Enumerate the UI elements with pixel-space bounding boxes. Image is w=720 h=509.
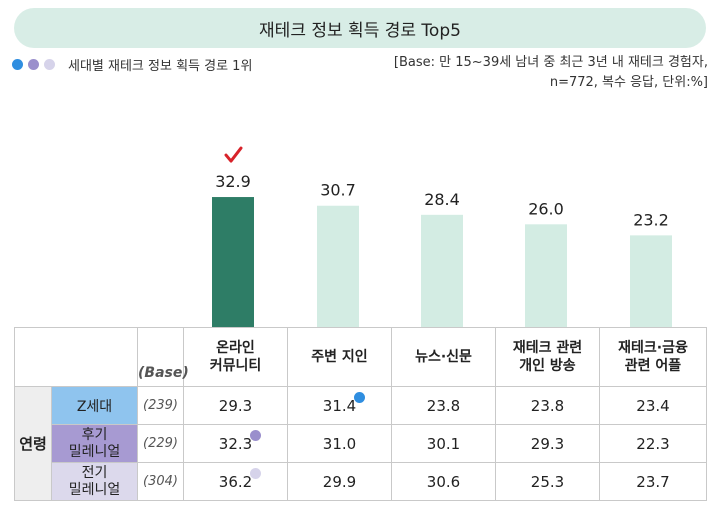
legend-dot-z <box>12 59 23 70</box>
bar-value-label: 28.4 <box>424 190 460 209</box>
table-corner <box>14 327 138 387</box>
base-note-line1: [Base: 만 15~39세 남녀 중 최근 3년 내 재테크 경험자, <box>393 55 708 70</box>
table-cell: 30.1 <box>391 424 496 463</box>
row-base: (304) <box>137 462 184 501</box>
bar-value-label: 32.9 <box>215 172 251 191</box>
col-header-line2: 개인 방송 <box>519 358 576 374</box>
top-rank-dot <box>354 392 365 403</box>
base-note: [Base: 만 15~39세 남녀 중 최근 3년 내 재테크 경험자, n=… <box>394 53 708 93</box>
table-row: 연령 Z세대 (239) 29.3 31.4 23.8 23.8 23.4 <box>14 386 707 501</box>
col-header: 뉴스·신문 <box>391 327 496 387</box>
table-cell: 23.7 <box>599 462 707 501</box>
col-header-line1: 재테크·금융 <box>618 340 688 356</box>
cell-value: 31.4 <box>322 396 357 415</box>
bar <box>525 224 567 327</box>
cell-value: 29.3 <box>530 434 565 453</box>
row-base: (239) <box>137 386 184 425</box>
table-cell: 32.3 <box>183 424 288 463</box>
legend-dot-late-millennial <box>28 59 39 70</box>
table-cell: 36.2 <box>183 462 288 501</box>
checkmark-icon <box>224 146 243 163</box>
table-cell: 30.6 <box>391 462 496 501</box>
cell-value: 22.3 <box>636 434 670 453</box>
bar <box>630 235 672 327</box>
row-base: (229) <box>137 424 184 463</box>
segment-line1: 후기 <box>81 426 108 443</box>
cell-value: 30.1 <box>426 434 461 453</box>
base-header: (Base) <box>137 327 189 387</box>
segment-line1: 전기 <box>81 464 108 481</box>
cell-value: 30.6 <box>426 472 461 491</box>
table-row: 전기 밀레니얼 (304) 36.2 29.9 30.6 25.3 23.7 <box>15 462 707 501</box>
table-cell: 23.8 <box>391 386 496 425</box>
cell-value: 29.3 <box>218 396 253 415</box>
segment-label: Z세대 <box>51 386 138 425</box>
col-header-line2: 관련 어플 <box>624 358 682 374</box>
chart-title: 재테크 정보 획득 경로 Top5 <box>14 8 706 48</box>
bar-value-label: 23.2 <box>633 210 669 229</box>
col-header-line1: 온라인 <box>216 340 255 356</box>
col-header-line1: 뉴스·신문 <box>415 349 472 365</box>
segment-line2: 밀레니얼 <box>68 481 121 498</box>
cell-value: 23.7 <box>636 472 670 491</box>
chart-title-text: 재테크 정보 획득 경로 Top5 <box>259 20 461 41</box>
table-cell: 31.0 <box>287 424 392 463</box>
age-group-label: 연령 <box>14 386 52 501</box>
cell-value: 29.9 <box>322 472 357 491</box>
table-cell: 23.8 <box>495 386 600 425</box>
col-header-line2: 커뮤니티 <box>209 358 262 374</box>
bar-value-label: 26.0 <box>528 199 564 218</box>
top-rank-dot <box>250 430 261 441</box>
cell-value: 32.3 <box>218 434 253 453</box>
cell-value: 23.4 <box>636 396 670 415</box>
bar <box>317 205 359 327</box>
top-rank-dot <box>250 468 261 479</box>
base-note-line2: n=772, 복수 응답, 단위:%] <box>549 75 708 90</box>
legend: 세대별 재테크 정보 획득 경로 1위 <box>12 55 252 74</box>
segment-label: 후기 밀레니얼 <box>51 424 138 463</box>
table-cell: 29.3 <box>495 424 600 463</box>
legend-label: 세대별 재테크 정보 획득 경로 1위 <box>68 59 253 74</box>
table-cell: 25.3 <box>495 462 600 501</box>
table-cell: 29.9 <box>287 462 392 501</box>
col-header-line1: 주변 지인 <box>311 349 368 365</box>
bar <box>212 197 254 327</box>
legend-dot-early-millennial <box>44 59 55 70</box>
table-cell: 22.3 <box>599 424 707 463</box>
segment-line2: 밀레니얼 <box>68 443 121 460</box>
table-row: 후기 밀레니얼 (229) 32.3 31.0 30.1 29.3 22.3 <box>15 424 707 463</box>
bar <box>421 214 463 327</box>
cell-value: 23.8 <box>530 396 565 415</box>
table-cell: 23.4 <box>599 386 707 425</box>
segment-line1: Z세대 <box>76 398 113 415</box>
col-header-line1: 재테크 관련 <box>512 340 583 356</box>
table-cell: 31.4 <box>287 386 392 425</box>
bar-chart: 32.9 30.7 28.4 26.0 23.2 <box>212 146 672 327</box>
cell-value: 25.3 <box>530 472 565 491</box>
cell-value: 31.0 <box>322 434 357 453</box>
col-header: 주변 지인 <box>287 327 392 387</box>
bar-value-label: 30.7 <box>320 181 356 200</box>
table-cell: 29.3 <box>183 386 288 425</box>
cell-value: 23.8 <box>426 396 461 415</box>
segment-label: 전기 밀레니얼 <box>51 462 138 501</box>
cell-value: 36.2 <box>218 472 253 491</box>
